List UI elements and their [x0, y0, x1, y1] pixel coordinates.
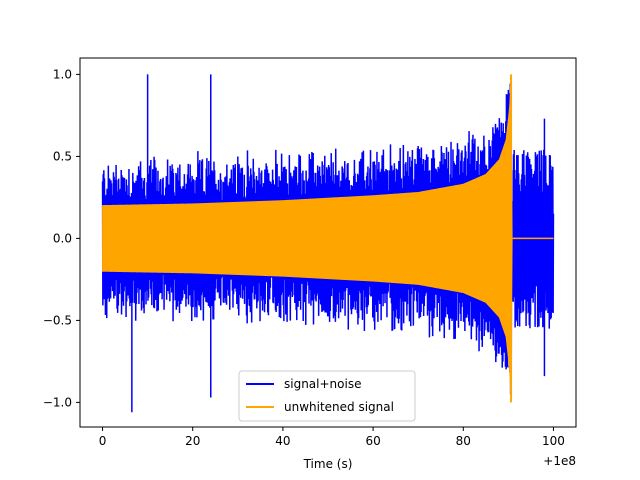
legend-box — [238, 370, 416, 422]
legend-label-unwhitened-signal: unwhitened signal — [284, 400, 394, 414]
y-tick-label: −1.0 — [43, 395, 72, 409]
x-tick-label: 100 — [542, 434, 565, 448]
x-tick-label: 60 — [365, 434, 380, 448]
y-tick-label: −0.5 — [43, 313, 72, 327]
y-tick-label: 1.0 — [53, 67, 72, 81]
legend-label-signal-noise: signal+noise — [284, 377, 361, 391]
x-axis-label: Time (s) — [303, 457, 353, 471]
axes-frame — [79, 57, 577, 428]
y-tick-label: 0.0 — [53, 231, 72, 245]
x-offset-label: +1e8 — [543, 454, 576, 468]
plot-area — [101, 74, 555, 413]
x-tick-label: 20 — [185, 434, 200, 448]
legend: signal+noise unwhitened signal — [238, 370, 416, 422]
x-tick-label: 80 — [456, 434, 471, 448]
axes: 0 20 40 60 80 100 −1.0 −0.5 0.0 0.5 1.0 — [43, 57, 577, 448]
x-tick-label: 0 — [99, 434, 107, 448]
y-tick-label: 0.5 — [53, 149, 72, 163]
x-tick-label: 40 — [275, 434, 290, 448]
